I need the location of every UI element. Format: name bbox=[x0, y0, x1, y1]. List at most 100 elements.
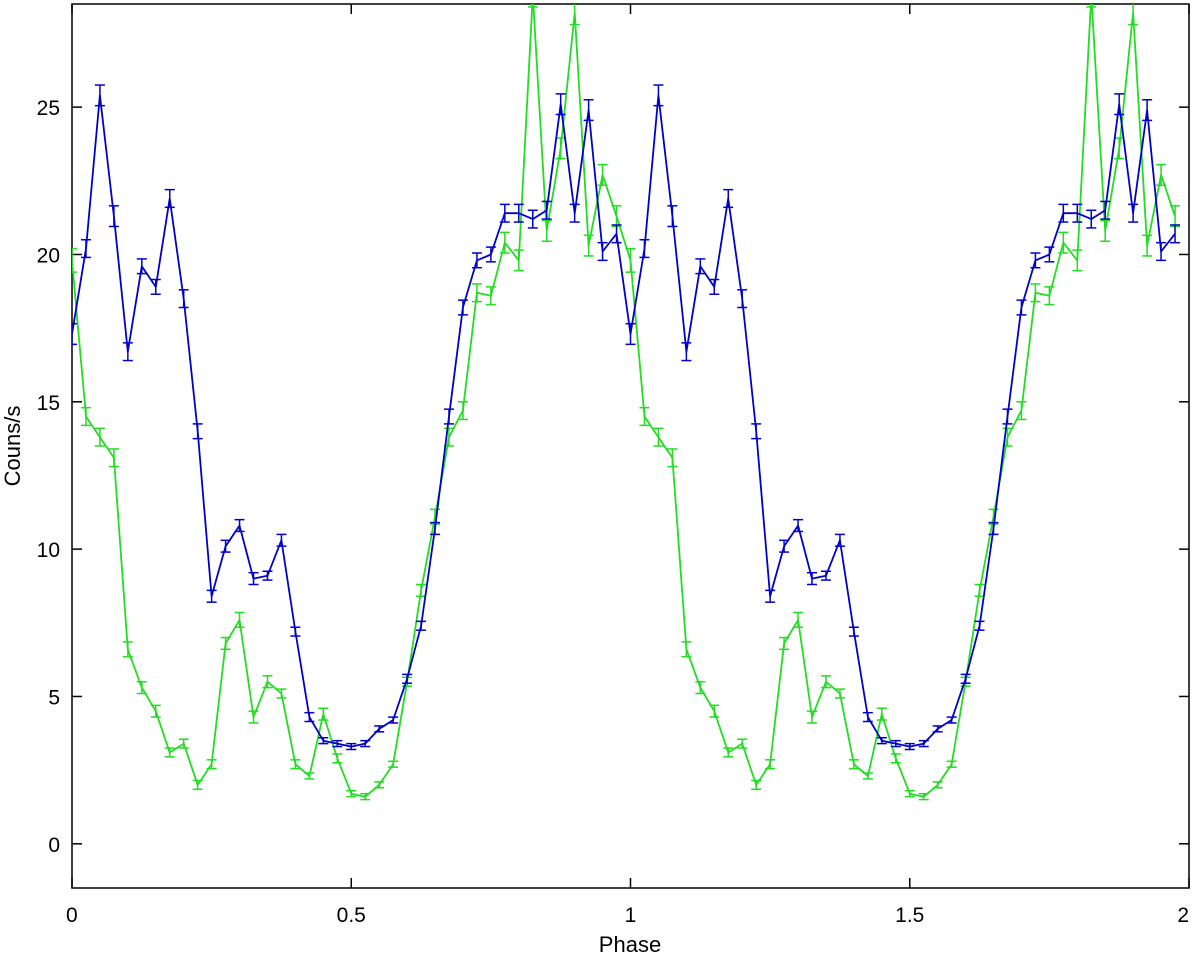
error-bar bbox=[416, 620, 427, 631]
error-bar bbox=[834, 688, 845, 699]
error-bar bbox=[541, 200, 552, 220]
error-bar bbox=[72, 322, 77, 346]
y-axis-title: Couns/s bbox=[0, 406, 25, 487]
x-tick-label: 0.5 bbox=[337, 904, 366, 927]
x-tick-label: 0 bbox=[66, 904, 78, 927]
y-tick-label: 0 bbox=[48, 834, 60, 857]
error-bar bbox=[1114, 93, 1125, 116]
error-bar bbox=[765, 589, 776, 603]
error-bar bbox=[681, 342, 692, 362]
y-tick-label: 10 bbox=[37, 539, 60, 562]
error-bar bbox=[779, 636, 790, 651]
error-bar bbox=[457, 299, 468, 316]
error-bar bbox=[360, 792, 371, 801]
error-bar bbox=[220, 636, 231, 651]
error-bar bbox=[234, 518, 245, 533]
error-bar bbox=[192, 423, 203, 440]
plot-frame bbox=[71, 3, 1190, 889]
error-bar bbox=[485, 246, 496, 263]
error-bar bbox=[639, 238, 650, 259]
error-bar bbox=[527, 4, 538, 8]
error-bar bbox=[611, 205, 622, 228]
error-bar bbox=[555, 137, 566, 160]
error-bar bbox=[1044, 286, 1055, 306]
error-bar bbox=[150, 704, 161, 718]
error-bar bbox=[304, 772, 315, 780]
x-tick-label: 1.5 bbox=[895, 904, 924, 927]
error-bar bbox=[918, 739, 929, 748]
error-bar bbox=[304, 711, 315, 723]
error-bar bbox=[178, 738, 189, 749]
error-bar bbox=[388, 760, 399, 768]
error-bar bbox=[793, 518, 804, 533]
error-bar bbox=[136, 258, 147, 275]
error-bar bbox=[820, 675, 831, 689]
x-tick-label: 2 bbox=[1177, 904, 1189, 927]
error-bar bbox=[248, 710, 259, 724]
error-bar bbox=[499, 203, 510, 223]
y-tick-label: 15 bbox=[37, 392, 60, 415]
error-bar bbox=[360, 739, 371, 748]
error-bar bbox=[1086, 4, 1097, 8]
error-bar bbox=[1114, 137, 1125, 160]
error-bar bbox=[709, 704, 720, 718]
error-bar bbox=[946, 760, 957, 768]
error-bar bbox=[737, 289, 748, 309]
error-bar bbox=[276, 688, 287, 699]
error-bar bbox=[164, 188, 175, 209]
error-bar bbox=[374, 781, 385, 789]
error-bar bbox=[960, 673, 971, 684]
error-bar bbox=[1100, 219, 1111, 242]
error-bar bbox=[108, 205, 119, 228]
error-bar bbox=[513, 203, 524, 223]
error-bar bbox=[290, 626, 301, 637]
error-bar bbox=[332, 739, 343, 748]
error-bar bbox=[276, 533, 287, 547]
error-bar bbox=[430, 521, 441, 536]
error-bar bbox=[653, 84, 664, 107]
error-bar bbox=[1002, 408, 1013, 425]
error-bar bbox=[374, 725, 385, 733]
error-bar bbox=[1142, 234, 1153, 257]
error-bar bbox=[1030, 252, 1041, 269]
error-bar bbox=[793, 611, 804, 628]
error-bar bbox=[541, 219, 552, 242]
error-bar bbox=[94, 84, 105, 107]
error-bar bbox=[1156, 241, 1167, 262]
error-bar bbox=[1100, 200, 1111, 220]
error-bar bbox=[807, 571, 818, 586]
error-bar bbox=[346, 742, 357, 751]
error-bar bbox=[1156, 163, 1167, 186]
error-bar bbox=[709, 278, 720, 295]
error-bar bbox=[569, 203, 580, 223]
error-bar bbox=[122, 641, 133, 658]
error-bar bbox=[932, 725, 943, 733]
error-bar bbox=[862, 711, 873, 723]
series-layer bbox=[72, 4, 1181, 801]
series-line bbox=[72, 94, 1176, 748]
series-1 bbox=[72, 84, 1181, 751]
error-bar bbox=[1072, 249, 1083, 272]
error-bar bbox=[164, 747, 175, 758]
error-bar bbox=[723, 747, 734, 758]
error-bar bbox=[876, 736, 887, 745]
error-bar bbox=[583, 99, 594, 122]
error-bar bbox=[72, 247, 77, 273]
error-bar bbox=[611, 224, 622, 244]
error-bar bbox=[904, 790, 915, 798]
error-bar bbox=[94, 427, 105, 447]
error-bar bbox=[416, 583, 427, 598]
error-bar bbox=[974, 620, 985, 631]
y-tick-label: 20 bbox=[37, 244, 60, 267]
error-bar bbox=[1086, 209, 1097, 229]
error-bar bbox=[178, 289, 189, 309]
error-bar bbox=[485, 286, 496, 306]
error-bar bbox=[1142, 99, 1153, 122]
error-bar bbox=[918, 792, 929, 801]
error-bar bbox=[779, 539, 790, 553]
error-bar bbox=[695, 258, 706, 275]
error-bar bbox=[751, 779, 762, 791]
error-bar bbox=[1128, 203, 1139, 223]
error-bar bbox=[639, 406, 650, 427]
error-bar bbox=[471, 283, 482, 303]
